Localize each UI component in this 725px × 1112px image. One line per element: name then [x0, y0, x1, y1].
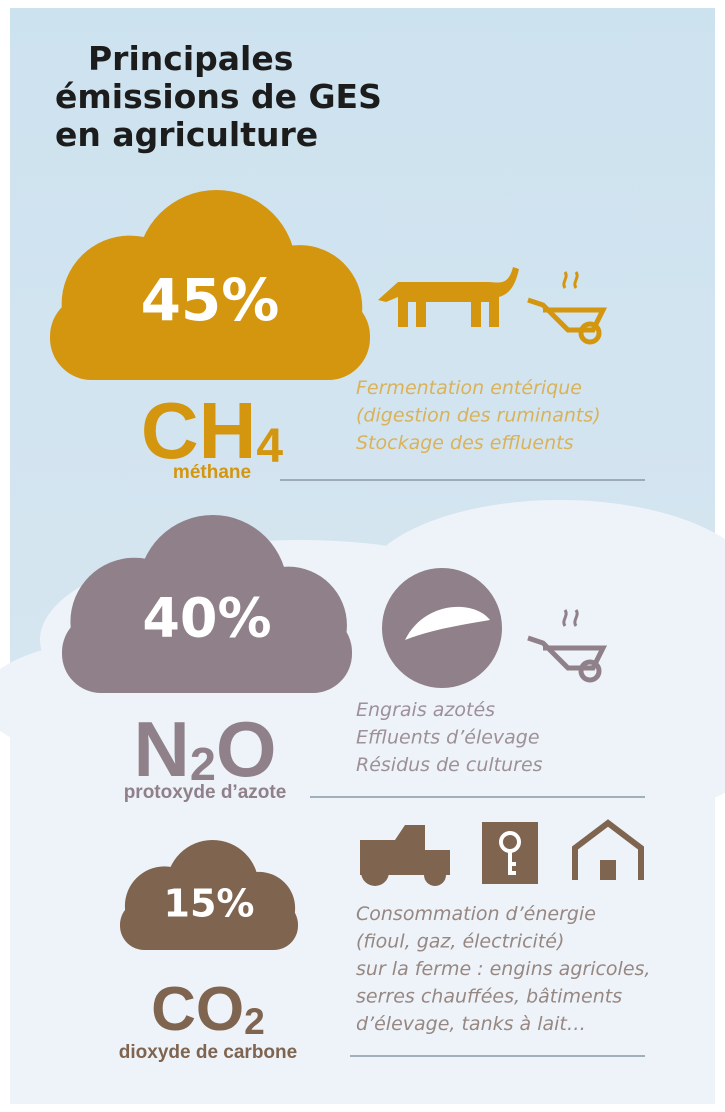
formula: N2O — [133, 705, 276, 793]
source-line: Résidus de cultures — [356, 754, 543, 776]
source-line: (digestion des ruminants) — [356, 405, 601, 427]
leaf-icon — [382, 568, 502, 688]
key-icon — [482, 822, 538, 884]
formula-subscript: 4 — [256, 420, 283, 473]
formula-subscript: 2 — [244, 1000, 265, 1042]
source-line: Engrais azotés — [356, 699, 495, 721]
title-line: Principales — [88, 39, 293, 78]
source-line: Consommation d’énergie — [356, 903, 596, 925]
formula-subscript: 2 — [190, 738, 216, 790]
title-line: en agriculture — [55, 115, 318, 154]
formula-main: O — [216, 705, 277, 793]
wheelbarrow-icon — [527, 609, 608, 683]
percent: 40% — [142, 586, 271, 649]
source-line: Effluents d’élevage — [356, 727, 540, 749]
gas-name: méthane — [173, 462, 251, 483]
percent: 45% — [141, 266, 280, 334]
source-line: sur la ferme : engins agricoles, — [356, 958, 650, 980]
cloud — [62, 515, 352, 693]
cow-icon — [378, 267, 519, 327]
source-line: (fioul, gaz, électricité) — [356, 931, 564, 953]
source-line: d’élevage, tanks à lait… — [356, 1013, 586, 1035]
tractor-icon — [360, 825, 450, 886]
gas-name: protoxyde d’azote — [124, 782, 287, 803]
percent: 15% — [164, 882, 255, 926]
cloud — [120, 840, 298, 950]
source-line: Fermentation entérique — [356, 377, 582, 399]
formula: CO2 — [151, 975, 265, 1044]
title: Principales émissions de GES en agricult… — [55, 39, 393, 154]
house-icon — [572, 819, 644, 880]
gas-name: dioxyde de carbone — [119, 1042, 297, 1063]
title-line: émissions de GES — [55, 77, 382, 116]
formula-main: N — [133, 705, 189, 793]
formula-main: CH — [141, 386, 257, 475]
formula: CH4 — [141, 386, 284, 475]
cloud — [50, 189, 370, 380]
cloud-puff — [222, 871, 296, 945]
cloud-puff — [236, 245, 363, 371]
cloud-puff — [229, 566, 347, 685]
source-line: Stockage des effluents — [356, 432, 574, 454]
wheelbarrow-icon — [527, 271, 608, 345]
source-line: serres chauffées, bâtiments — [356, 986, 622, 1008]
formula-main: CO — [151, 975, 244, 1044]
